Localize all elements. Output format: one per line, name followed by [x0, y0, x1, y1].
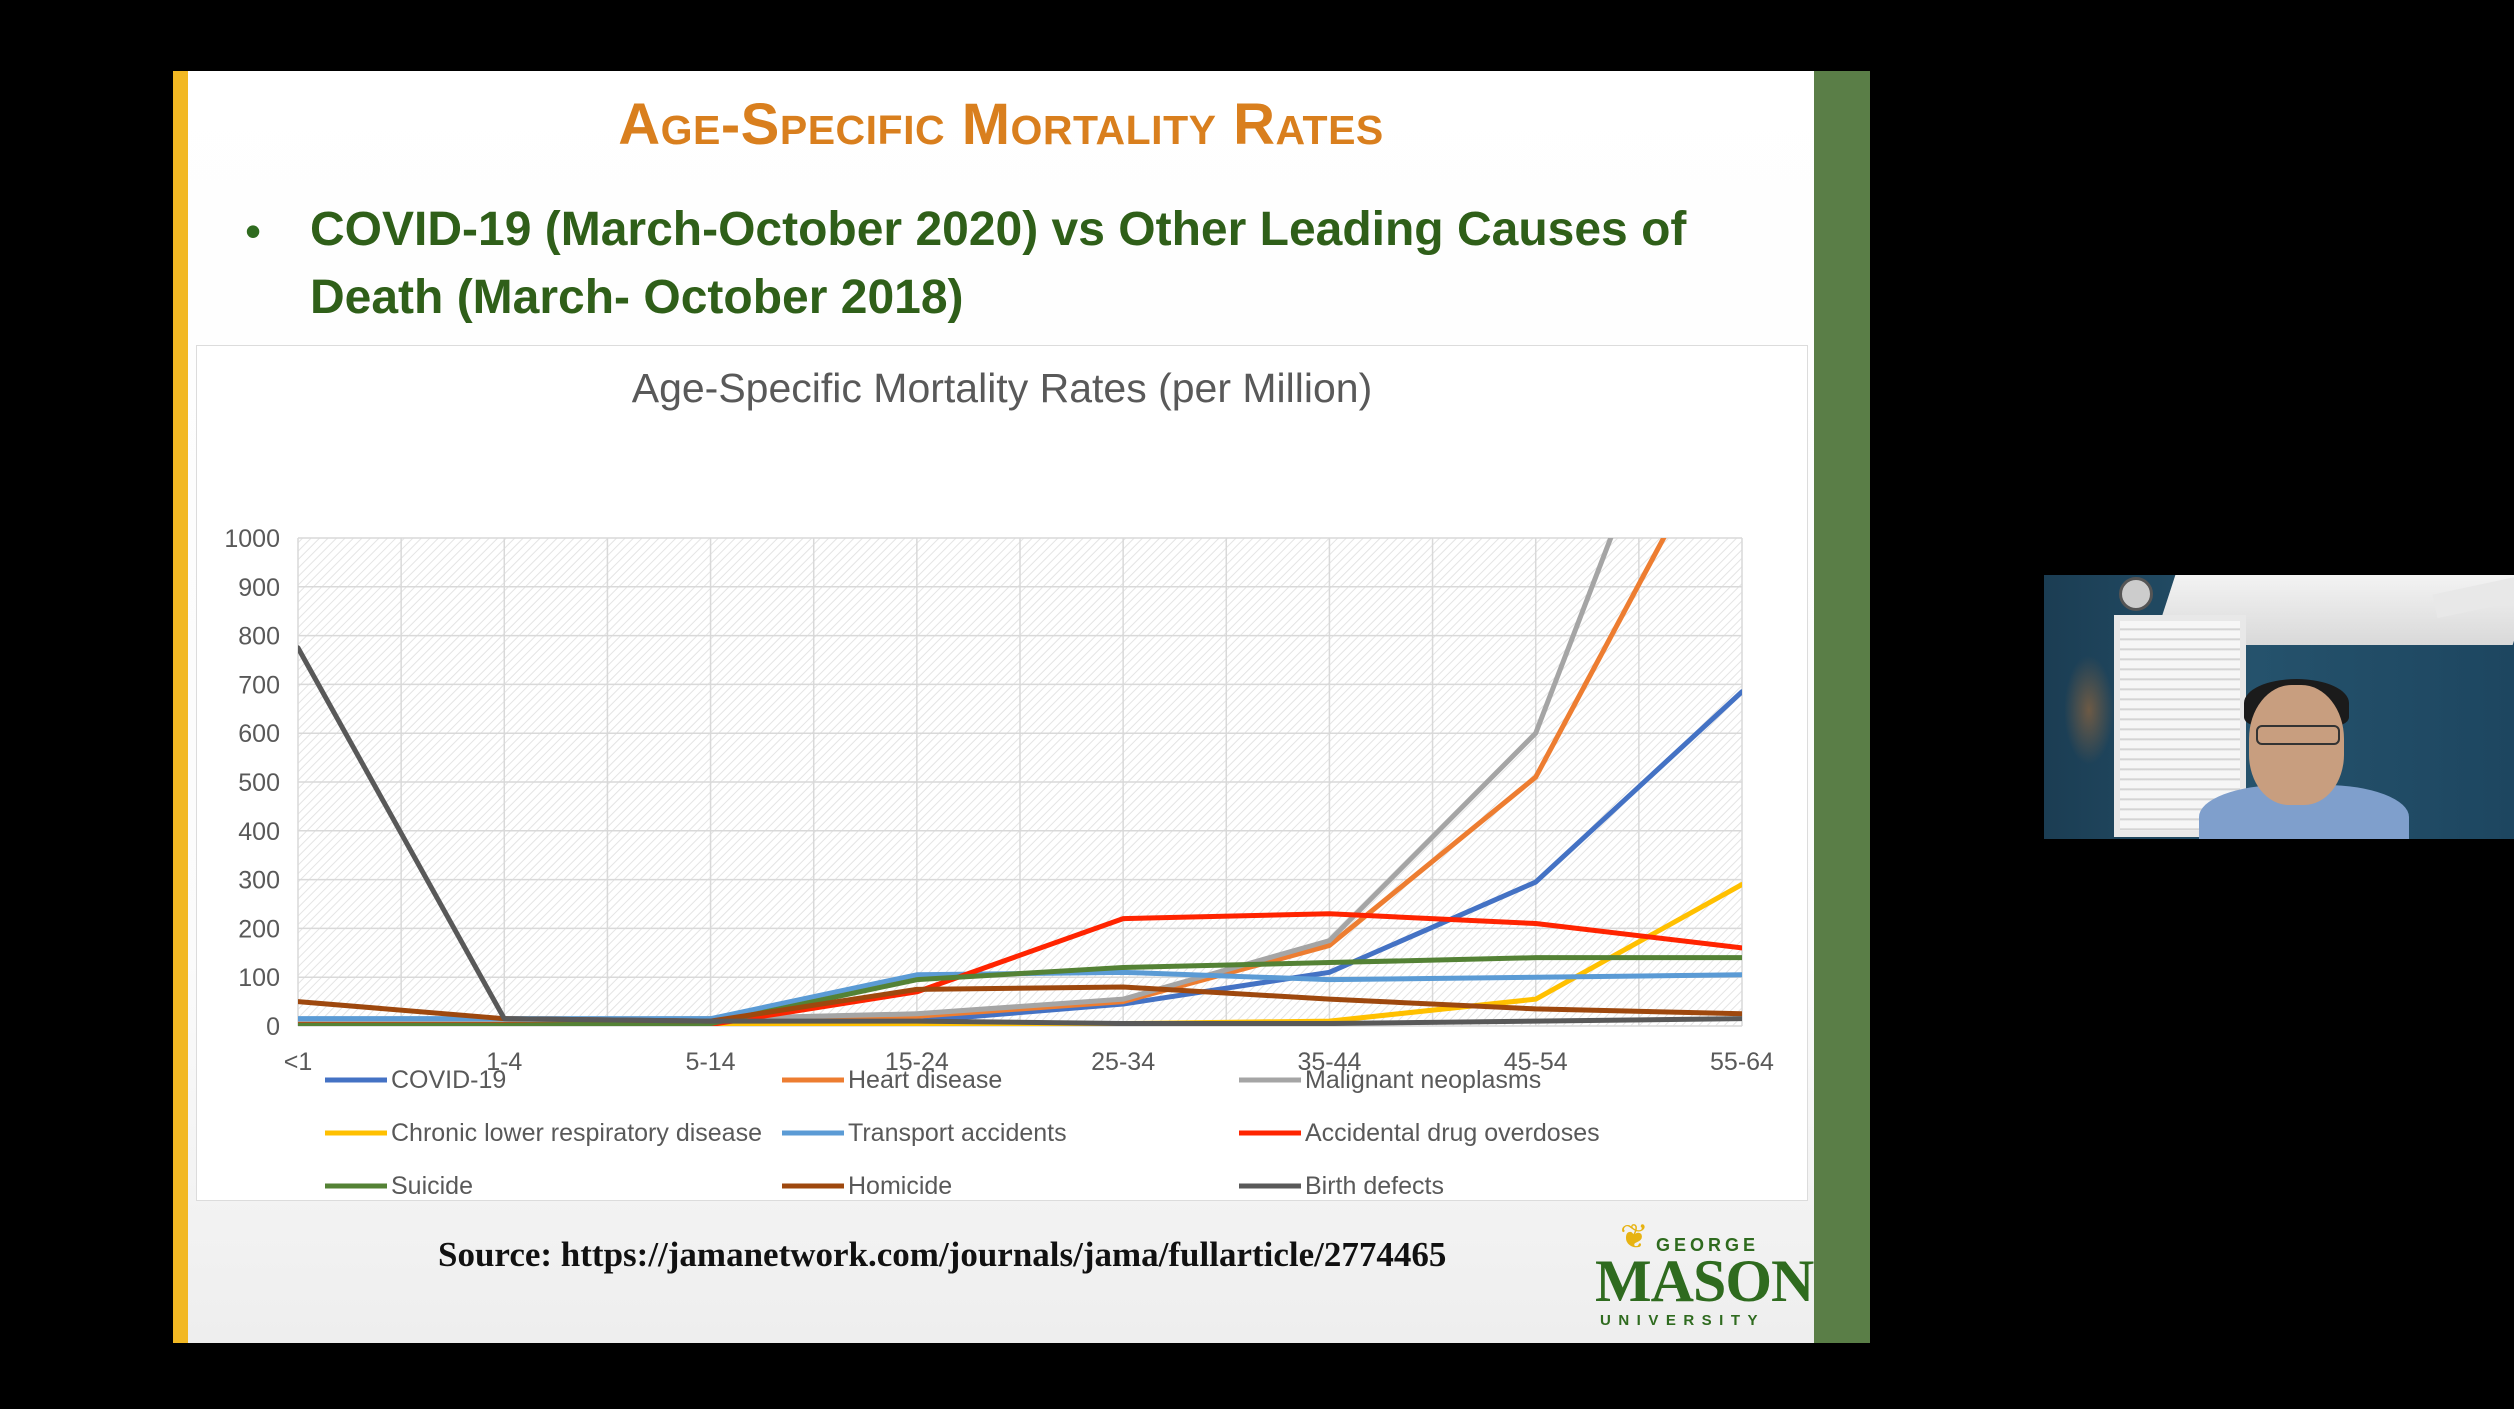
y-tick-label: 900: [238, 574, 280, 602]
x-tick-label: 15-24: [885, 1048, 949, 1076]
y-tick-label: 300: [238, 867, 280, 895]
george-mason-logo: ❦ GEORGE MASON UNIVERSITY: [1592, 1217, 1814, 1332]
y-tick-label: 200: [238, 915, 280, 943]
presenter-webcam-video[interactable]: [2044, 575, 2514, 839]
y-tick-label: 400: [238, 818, 280, 846]
logo-university-text: UNIVERSITY: [1600, 1312, 1766, 1329]
wall-decoration: [2064, 655, 2114, 765]
legend-label: Heart disease: [848, 1066, 1002, 1094]
slide-title: Age-Specific Mortality Rates: [618, 92, 1384, 157]
x-tick-label: 5-14: [686, 1048, 736, 1076]
gold-accent-bar: [173, 71, 188, 1343]
mortality-line-chart: Age-Specific Mortality Rates (per Millio…: [224, 365, 1774, 1200]
x-tick-label: <1: [284, 1048, 313, 1076]
y-tick-label: 100: [238, 964, 280, 992]
y-tick-label: 1000: [224, 525, 280, 553]
legend-label: Transport accidents: [848, 1119, 1067, 1147]
x-tick-label: 35-44: [1297, 1048, 1361, 1076]
bullet-point-icon: •: [245, 205, 262, 257]
logo-leaf-icon: ❦: [1620, 1218, 1649, 1256]
presenter-face: [2249, 685, 2344, 805]
y-tick-label: 800: [238, 623, 280, 651]
presentation-slide: Age-Specific Mortality Rates • COVID-19 …: [173, 71, 1870, 1343]
y-tick-label: 600: [238, 720, 280, 748]
slide-bullet-text: COVID-19 (March-October 2020) vs Other L…: [310, 203, 1687, 324]
logo-mason-text: MASON: [1595, 1248, 1814, 1314]
logo-george-text: GEORGE: [1656, 1235, 1760, 1255]
x-tick-label: 55-64: [1710, 1048, 1774, 1076]
legend-label: Malignant neoplasms: [1305, 1066, 1541, 1094]
legend-label: COVID-19: [391, 1066, 506, 1094]
series-line: [298, 645, 1742, 1026]
source-citation: Source: https://jamanetwork.com/journals…: [438, 1235, 1447, 1274]
wall-clock-icon: [2119, 577, 2153, 611]
y-tick-label: 500: [238, 769, 280, 797]
series-line: [298, 955, 1742, 1026]
x-tick-label: 1-4: [486, 1048, 522, 1076]
legend-label: Suicide: [391, 1172, 473, 1200]
x-tick-label: 45-54: [1504, 1048, 1568, 1076]
green-accent-bar: [1814, 71, 1870, 1343]
x-tick-label: 25-34: [1091, 1048, 1155, 1076]
chart-title: Age-Specific Mortality Rates (per Millio…: [632, 365, 1373, 411]
legend-label: Accidental drug overdoses: [1305, 1119, 1600, 1147]
y-tick-label: 0: [266, 1013, 280, 1041]
y-tick-label: 700: [238, 671, 280, 699]
presenter-glasses-icon: [2256, 725, 2340, 745]
legend-label: Chronic lower respiratory disease: [391, 1119, 762, 1147]
legend-label: Birth defects: [1305, 1172, 1444, 1200]
legend-label: Homicide: [848, 1172, 952, 1200]
chart-container: Age-Specific Mortality Rates (per Millio…: [196, 345, 1808, 1201]
